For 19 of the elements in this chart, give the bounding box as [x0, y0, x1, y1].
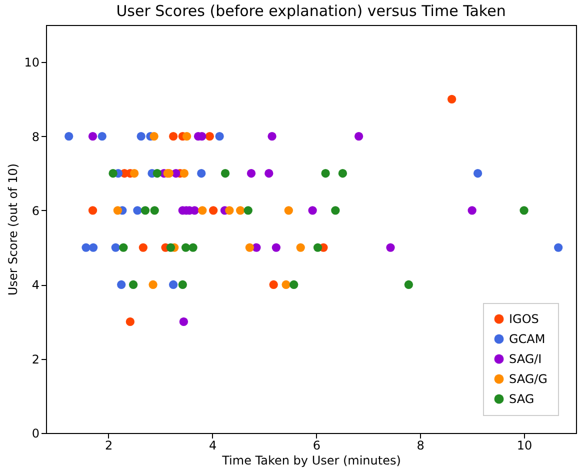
legend-label: SAG/I [509, 352, 542, 366]
y-axis-title: User Score (out of 10) [6, 163, 20, 296]
y-tick-label: 2 [32, 352, 40, 366]
legend-label: GCAM [509, 332, 546, 346]
chart-title: User Scores (before explanation) versus Time Taken [116, 2, 506, 20]
y-tick-label: 6 [32, 204, 40, 218]
y-tick-label: 8 [32, 130, 40, 144]
x-axis-title: Time Taken by User (minutes) [221, 454, 401, 468]
y-tick-label: 10 [24, 56, 40, 70]
legend-label: SAG/G [509, 372, 548, 386]
x-tick-label: 10 [516, 438, 532, 452]
x-tick-label: 6 [312, 438, 321, 452]
y-tick-label: 4 [32, 278, 40, 292]
x-tick-label: 2 [105, 438, 113, 452]
legend-label: IGOS [509, 312, 539, 326]
x-tick-label: 8 [416, 438, 424, 452]
legend-label: SAG [509, 392, 534, 406]
y-tick-label: 0 [32, 426, 40, 440]
x-tick-label: 4 [208, 438, 217, 452]
